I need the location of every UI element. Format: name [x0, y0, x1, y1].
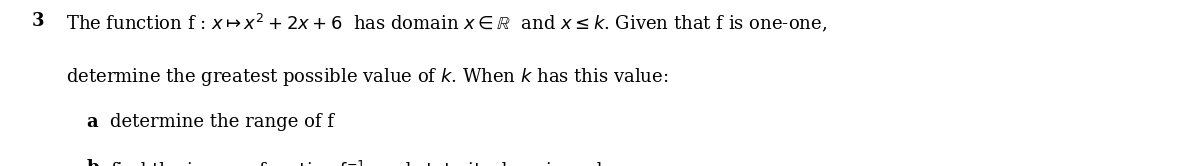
Text: The function f : $x \mapsto x^2 + 2x + 6$  has domain $x \in \mathbb{R}$  and $x: The function f : $x \mapsto x^2 + 2x + 6… [66, 12, 827, 34]
Text: determine the greatest possible value of $k$. When $k$ has this value:: determine the greatest possible value of… [66, 66, 668, 88]
Text: find the inverse function $\mathrm{f}^{-1}$  and state its domain and range: find the inverse function $\mathrm{f}^{-… [110, 159, 662, 166]
Text: determine the range of f: determine the range of f [110, 113, 335, 131]
Text: b: b [86, 159, 100, 166]
Text: 3: 3 [31, 12, 43, 30]
Text: a: a [86, 113, 98, 131]
